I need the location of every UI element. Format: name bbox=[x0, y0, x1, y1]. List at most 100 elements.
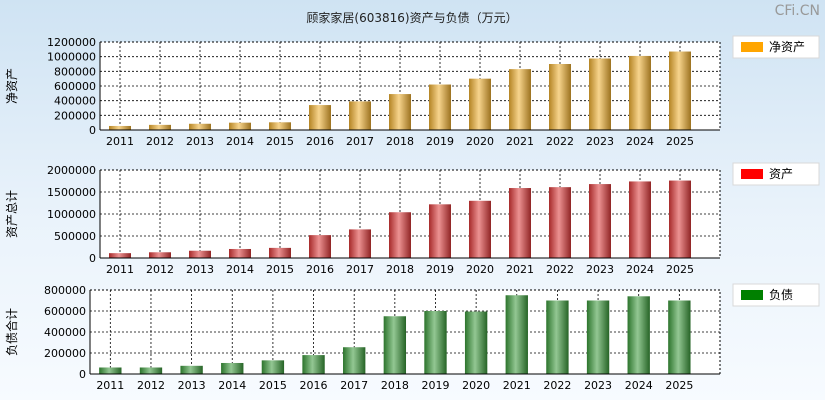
bar-2018 bbox=[383, 316, 407, 374]
x-tick-label: 2019 bbox=[426, 263, 454, 276]
y-tick-label: 400000 bbox=[44, 326, 86, 339]
y-tick-label: 800000 bbox=[54, 65, 96, 78]
chart-panel-2: 2000000 1500000 1000000 500000 0 2011 2012 2013… bbox=[5, 162, 820, 276]
y-axis-label: 负债合计 bbox=[4, 308, 19, 356]
x-tick-label: 2019 bbox=[426, 135, 454, 148]
bar-2014 bbox=[229, 122, 251, 130]
legend-label: 资产 bbox=[769, 167, 793, 181]
bar-2014 bbox=[221, 362, 244, 374]
y-tick-label: 1500000 bbox=[47, 186, 96, 199]
bar-2022 bbox=[546, 300, 569, 374]
bar-2016 bbox=[302, 355, 325, 374]
x-tick-label: 2012 bbox=[137, 379, 165, 392]
y-tick-label: 200000 bbox=[44, 347, 86, 360]
y-tick-label: 400000 bbox=[54, 95, 96, 108]
y-tick-label: 800000 bbox=[44, 284, 86, 297]
bar-2013 bbox=[180, 365, 203, 374]
bar-2014 bbox=[229, 248, 251, 258]
x-tick-label: 2014 bbox=[218, 379, 246, 392]
y-axis-label: 净资产 bbox=[5, 68, 19, 104]
bar-2024 bbox=[629, 181, 651, 258]
bar-2024 bbox=[629, 55, 651, 130]
x-tick-label: 2013 bbox=[178, 379, 206, 392]
x-tick-label: 2016 bbox=[306, 135, 334, 148]
x-tick-label: 2022 bbox=[543, 379, 571, 392]
bar-2016 bbox=[309, 105, 331, 130]
bar-2017 bbox=[349, 229, 371, 258]
x-tick-label: 2017 bbox=[346, 263, 374, 276]
x-tick-label: 2011 bbox=[106, 263, 134, 276]
x-tick-label: 2012 bbox=[146, 135, 174, 148]
x-tick-label: 2016 bbox=[300, 379, 328, 392]
bar-2012 bbox=[149, 124, 171, 130]
bar-2024 bbox=[627, 296, 650, 374]
x-tick-label: 2023 bbox=[586, 263, 614, 276]
legend-box bbox=[732, 283, 820, 307]
x-tick-label: 2025 bbox=[665, 379, 693, 392]
x-tick-label: 2016 bbox=[306, 263, 334, 276]
x-tick-label: 2015 bbox=[266, 263, 294, 276]
bar-2019 bbox=[429, 84, 451, 130]
bar-2025 bbox=[669, 51, 691, 130]
x-tick-label: 2011 bbox=[106, 135, 134, 148]
y-tick-label: 500000 bbox=[54, 230, 96, 243]
x-tick-label: 2021 bbox=[503, 379, 531, 392]
y-tick-label: 1000000 bbox=[47, 208, 96, 221]
chart-panel-3: 800000 600000 400000 200000 0 2011 2012 2013 201… bbox=[4, 283, 820, 392]
legend-label: 净资产 bbox=[769, 40, 805, 54]
x-tick-label: 2022 bbox=[546, 135, 574, 148]
bar-2025 bbox=[669, 180, 691, 258]
x-tick-label: 2018 bbox=[386, 263, 414, 276]
chart-panel-1: 1200000100000080000060000040000020000002… bbox=[5, 35, 820, 148]
x-tick-label: 2025 bbox=[666, 263, 694, 276]
y-tick-label: 0 bbox=[79, 368, 86, 381]
bar-2022 bbox=[549, 64, 571, 130]
bar-2022 bbox=[549, 187, 571, 258]
x-tick-label: 2013 bbox=[186, 263, 214, 276]
legend-label: 负债 bbox=[769, 288, 793, 302]
bar-2020 bbox=[464, 311, 488, 374]
y-tick-label: 1200000 bbox=[47, 36, 96, 49]
x-tick-label: 2020 bbox=[462, 379, 490, 392]
bar-2023 bbox=[589, 58, 611, 130]
x-tick-label: 2023 bbox=[584, 379, 612, 392]
bar-2012 bbox=[149, 252, 171, 258]
watermark: CFi.CN bbox=[775, 3, 820, 19]
y-tick-label: 1000000 bbox=[47, 51, 96, 64]
legend-swatch bbox=[741, 42, 763, 52]
bar-2016 bbox=[309, 235, 331, 258]
chart-title: 顾家家居(603816)资产与负债（万元） bbox=[306, 10, 517, 25]
y-tick-label: 200000 bbox=[54, 109, 96, 122]
legend-box bbox=[732, 162, 820, 186]
y-tick-label: 600000 bbox=[44, 305, 86, 318]
legend-box bbox=[732, 35, 820, 59]
bar-2021 bbox=[509, 69, 531, 130]
bar-2021 bbox=[505, 295, 528, 374]
bar-2012 bbox=[139, 367, 163, 374]
bar-2018 bbox=[389, 94, 411, 130]
bar-2013 bbox=[189, 250, 211, 258]
bar-2011 bbox=[109, 253, 131, 258]
x-tick-label: 2022 bbox=[546, 263, 574, 276]
legend-swatch bbox=[741, 169, 763, 179]
x-tick-label: 2018 bbox=[381, 379, 409, 392]
bar-2021 bbox=[509, 188, 531, 258]
bar-2020 bbox=[469, 78, 491, 130]
x-tick-label: 2024 bbox=[626, 135, 654, 148]
bar-2015 bbox=[269, 122, 291, 130]
y-tick-label: 2000000 bbox=[47, 164, 96, 177]
bar-2017 bbox=[343, 347, 366, 374]
bar-2017 bbox=[349, 101, 371, 130]
bar-2011 bbox=[99, 367, 122, 374]
y-tick-label: 0 bbox=[89, 252, 96, 265]
x-tick-label: 2019 bbox=[421, 379, 449, 392]
bar-2019 bbox=[429, 204, 451, 258]
x-tick-label: 2021 bbox=[506, 135, 534, 148]
x-tick-label: 2024 bbox=[626, 263, 654, 276]
x-tick-label: 2013 bbox=[186, 135, 214, 148]
x-tick-label: 2020 bbox=[466, 135, 494, 148]
bar-2013 bbox=[189, 123, 211, 130]
bar-2018 bbox=[389, 212, 411, 258]
legend-swatch bbox=[741, 290, 763, 300]
